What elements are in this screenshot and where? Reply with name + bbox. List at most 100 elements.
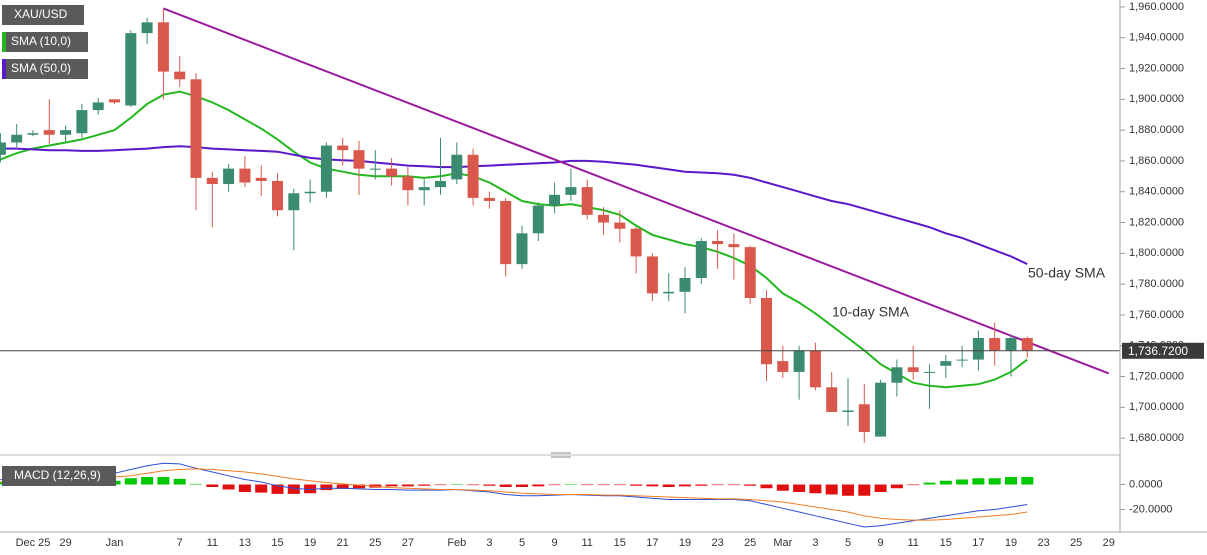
x-tick-label: Mar [773, 537, 792, 549]
annotation: 50-day SMA [1028, 265, 1106, 281]
candle-body [483, 197, 495, 201]
candle-body [549, 194, 561, 206]
candle-body [630, 228, 642, 257]
histogram-bar [727, 484, 740, 486]
candle-body [402, 176, 414, 191]
candle-body [875, 382, 887, 437]
candle-body [27, 133, 39, 135]
histogram-bar [173, 478, 186, 485]
candle-body [174, 71, 186, 80]
candle-body [109, 99, 120, 103]
x-tick-label: 25 [1070, 537, 1082, 549]
x-tick-label: Feb [447, 537, 466, 549]
histogram-bar [532, 484, 545, 487]
candle-body [76, 110, 88, 134]
histogram-bar [597, 484, 610, 486]
x-tick-label: 25 [744, 537, 756, 549]
histogram-bar [695, 484, 708, 486]
histogram-bar [255, 484, 268, 493]
candle-body [239, 168, 251, 183]
histogram-bar [939, 480, 952, 485]
x-tick-label: 3 [812, 537, 818, 549]
histogram-bar [483, 484, 496, 486]
candle-body [418, 187, 430, 191]
y-tick-label: 1,860.0000 [1129, 155, 1184, 167]
x-tick-label: 25 [369, 537, 381, 549]
candle-body [320, 145, 332, 192]
candle-body [467, 154, 479, 198]
candle-body [157, 22, 169, 72]
histogram-bar [385, 484, 398, 487]
histogram-bar [711, 484, 724, 486]
x-tick-label: Dec 25 [16, 537, 51, 549]
candle-body [614, 222, 626, 229]
x-tick-label: 23 [711, 537, 723, 549]
y-tick-label: 1,800.0000 [1129, 247, 1184, 259]
y-tick-label: 1,960.0000 [1129, 1, 1184, 13]
sma-line [0, 90, 1028, 389]
x-tick-label: 27 [402, 537, 414, 549]
last-price-box [1122, 342, 1204, 359]
candle-body [646, 256, 658, 294]
y-tick-label: 1,700.0000 [1129, 401, 1184, 413]
y-tick-label: -20.0000 [1129, 503, 1172, 515]
legend: XAU/USD SMA (10,0) SMA (50,0) MACD (12,2… [2, 5, 116, 486]
candle-body [598, 214, 609, 223]
histogram-bar [401, 484, 414, 487]
y-tick-label: 0.0000 [1129, 478, 1163, 490]
candle-body [435, 180, 446, 188]
candle-body [451, 154, 463, 180]
histogram-bar [874, 484, 887, 492]
candle-body [0, 142, 6, 155]
x-tick-label: 29 [59, 537, 71, 549]
x-tick-label: 7 [177, 537, 183, 549]
histogram-bar [516, 484, 528, 487]
histogram-bar [760, 484, 773, 489]
x-tick-label: 5 [845, 537, 851, 549]
histogram-bar [450, 484, 463, 485]
histogram-bar [907, 484, 920, 486]
y-tick-label: 1,680.0000 [1129, 432, 1184, 444]
histogram-bar [190, 483, 202, 485]
candle-body [516, 233, 528, 265]
candle-body [1021, 338, 1033, 351]
histogram-bar [336, 484, 349, 489]
candle-body [581, 187, 593, 215]
y-tick-label: 1,920.0000 [1129, 62, 1184, 74]
y-tick-label: 1,820.0000 [1129, 216, 1184, 228]
sma-line [0, 145, 1028, 266]
x-tick-label: Jan [106, 537, 124, 549]
histogram-bar [662, 484, 675, 487]
candle-body [972, 338, 984, 360]
histogram-bar [809, 484, 822, 494]
candle-body [842, 410, 854, 412]
x-tick-label: 11 [207, 537, 218, 549]
legend-box [2, 466, 116, 486]
macd-line [0, 468, 1028, 521]
candle-body [43, 130, 55, 135]
histogram-bar [287, 484, 300, 494]
histogram-bar [222, 484, 235, 490]
x-tick-label: 9 [878, 537, 884, 549]
histogram-bar [842, 484, 854, 496]
legend-label: SMA (50,0) [11, 61, 71, 75]
histogram-bar [206, 484, 219, 487]
histogram-bar [581, 484, 594, 486]
x-tick-label: 15 [940, 537, 952, 549]
candle-body [288, 193, 300, 211]
y-tick-label: 1,880.0000 [1129, 124, 1184, 136]
candle-body [809, 350, 821, 388]
candle-body [386, 168, 398, 177]
candle-body [125, 33, 137, 106]
legend-box [2, 5, 84, 25]
legend-label: XAU/USD [14, 7, 68, 21]
histogram-bar [646, 484, 659, 487]
histogram-bar [157, 477, 170, 485]
candle-body [353, 150, 365, 169]
histogram-bar [744, 484, 757, 486]
y-tick-label: 1,900.0000 [1129, 93, 1184, 105]
histogram-bar [1021, 477, 1034, 485]
y-tick-label: 1,780.0000 [1129, 278, 1184, 290]
